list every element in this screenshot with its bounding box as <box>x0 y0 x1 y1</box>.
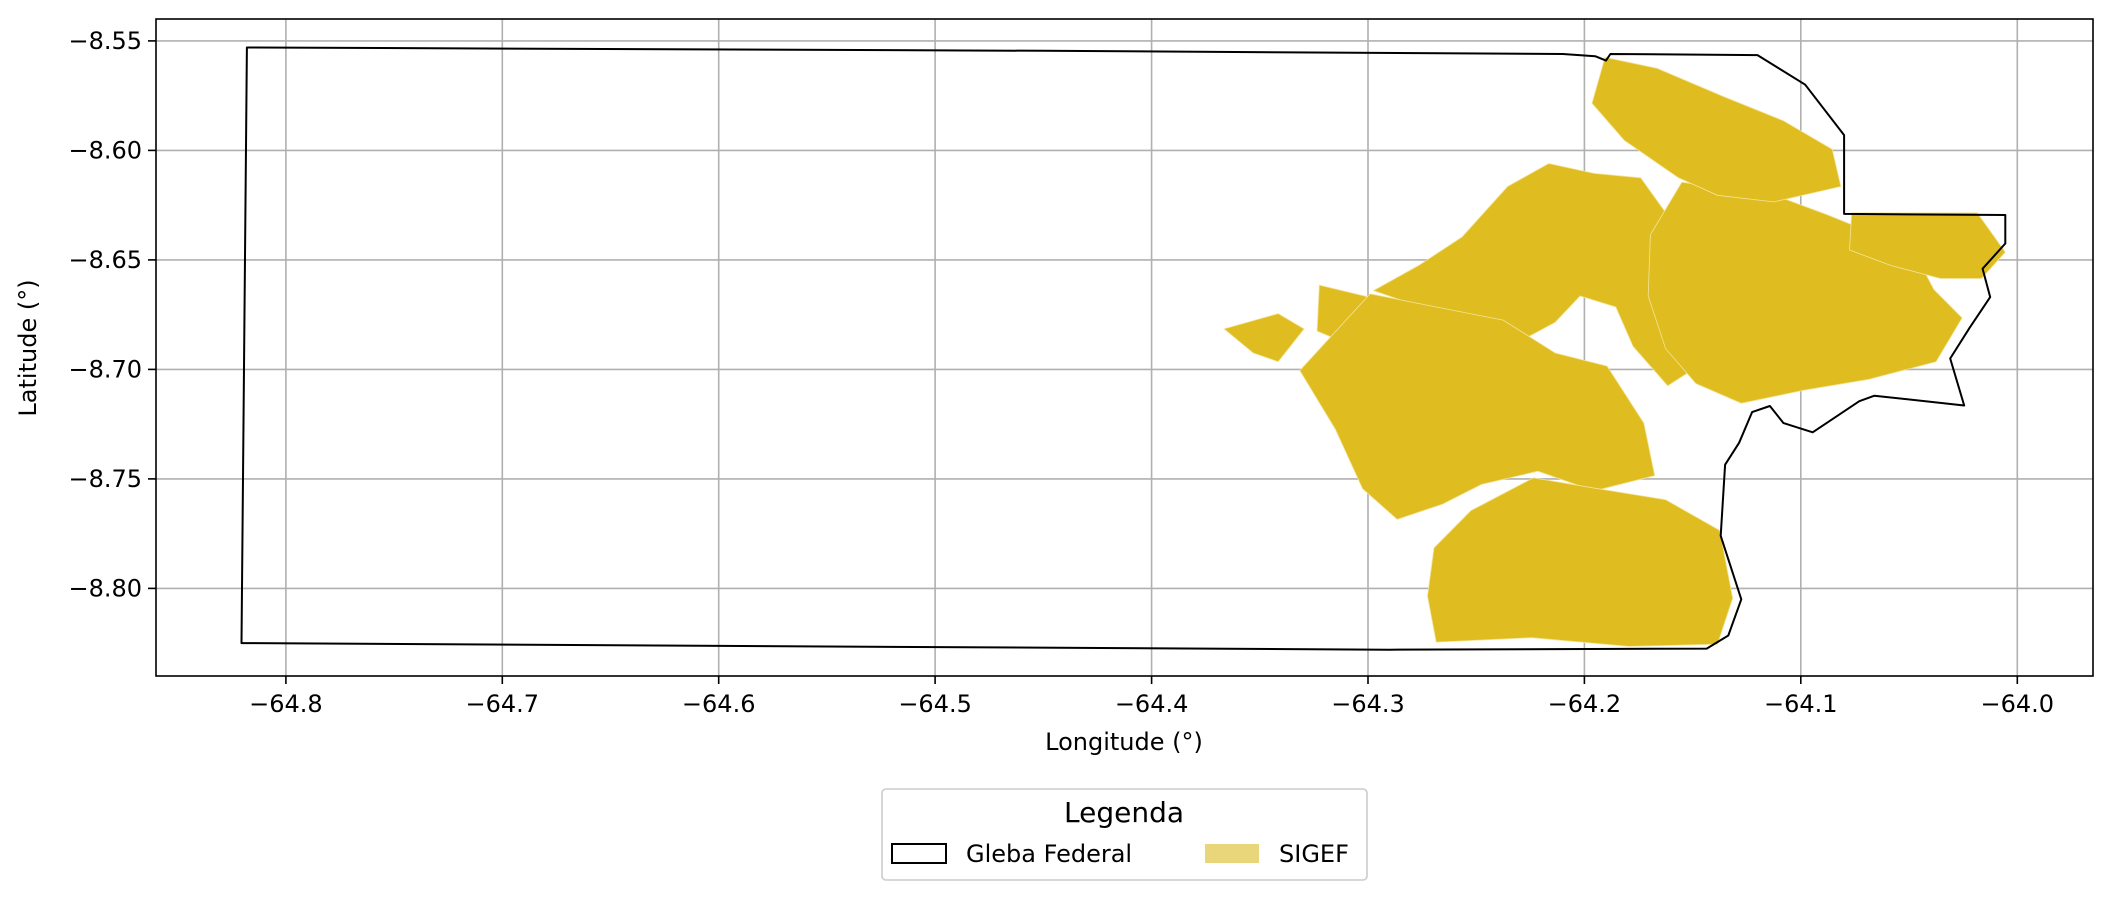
x-tick-label: −64.6 <box>682 690 756 718</box>
sigef-parcel <box>1591 56 1842 203</box>
x-axis-ticks: −64.8 −64.7 −64.6 −64.5 −64.4 −64.3 −64.2 −64.1… <box>249 676 2054 718</box>
y-axis-ticks: −8.55 −8.60 −8.65 −8.70 −8.75 −8.80 <box>68 27 156 602</box>
legend-title: Legenda <box>1064 796 1184 829</box>
x-tick-label: −64.8 <box>249 690 323 718</box>
legend: Legenda Gleba Federal SIGEF <box>881 788 1368 881</box>
x-tick-label: −64.0 <box>1981 690 2055 718</box>
sigef-parcel <box>1223 313 1305 363</box>
gleba-federal-boundary <box>240 46 2007 651</box>
legend-sigef-label: SIGEF <box>1279 840 1349 868</box>
sigef-parcel <box>1427 477 1734 647</box>
x-axis-label: Longitude (°) <box>1045 728 1203 756</box>
y-tick-label: −8.55 <box>68 27 142 55</box>
map-layers <box>240 46 2007 651</box>
y-axis-label: Latitude (°) <box>14 279 42 416</box>
x-tick-label: −64.1 <box>1764 690 1838 718</box>
x-tick-label: −64.4 <box>1115 690 1189 718</box>
y-tick-label: −8.70 <box>68 355 142 383</box>
gleba-federal-boundary-layer <box>240 46 2007 651</box>
sigef-parcels <box>1223 56 2006 647</box>
y-tick-label: −8.80 <box>68 574 142 602</box>
plot-frame <box>155 18 2094 677</box>
sigef-parcel <box>1299 293 1656 520</box>
x-tick-label: −64.3 <box>1331 690 1405 718</box>
x-tick-label: −64.5 <box>898 690 972 718</box>
y-tick-label: −8.75 <box>68 465 142 493</box>
legend-gleba-swatch <box>891 843 947 864</box>
x-tick-label: −64.2 <box>1548 690 1622 718</box>
y-tick-label: −8.60 <box>68 136 142 164</box>
legend-sigef-swatch <box>1205 844 1259 863</box>
sigef-parcel <box>1849 212 2006 279</box>
legend-gleba-label: Gleba Federal <box>966 840 1132 868</box>
y-tick-label: −8.65 <box>68 246 142 274</box>
x-tick-label: −64.7 <box>466 690 540 718</box>
